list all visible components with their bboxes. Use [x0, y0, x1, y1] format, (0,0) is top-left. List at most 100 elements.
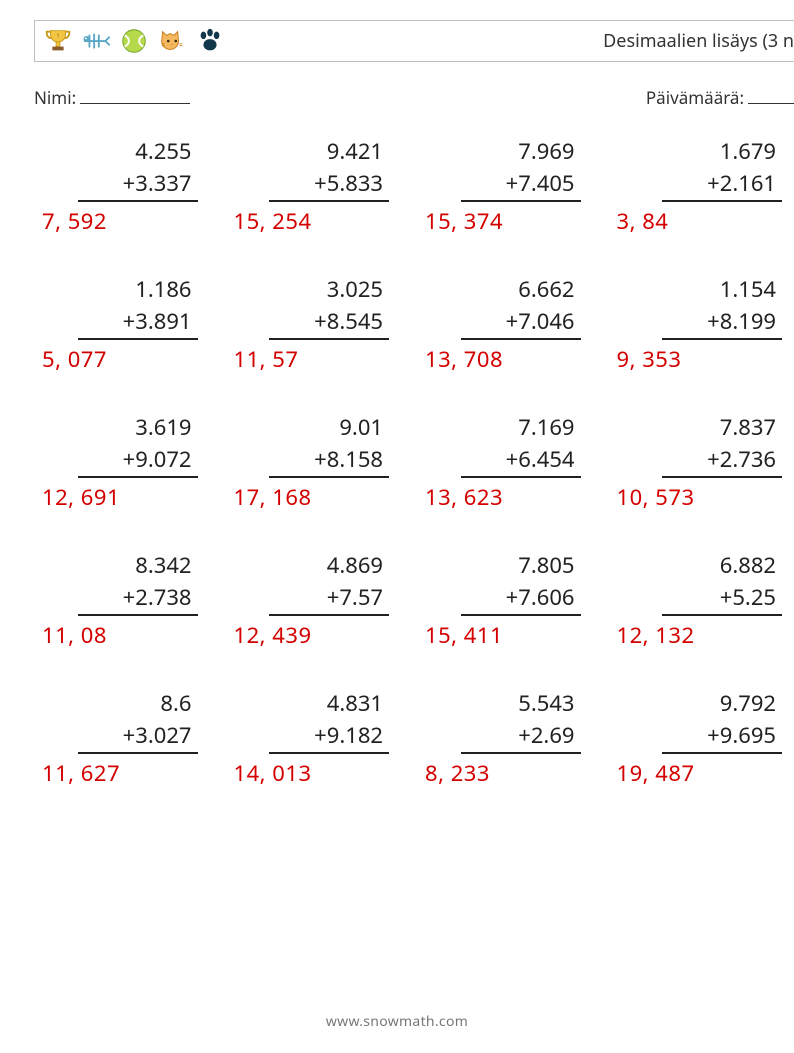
- answer: 8, 233: [421, 758, 599, 788]
- answer: 12, 439: [230, 620, 408, 650]
- name-label: Nimi:: [34, 86, 76, 109]
- addend-bottom: +7.57: [269, 582, 389, 616]
- problem: 6.662+7.046 13, 708: [421, 274, 599, 374]
- answer: 7, 592: [38, 206, 216, 236]
- problem-stack: 1.679+2.161: [662, 136, 782, 202]
- problem: 5.543+2.69 8, 233: [421, 688, 599, 788]
- problem-stack: 7.169+6.454: [461, 412, 581, 478]
- addend-bottom: +3.337: [78, 168, 198, 202]
- answer: 5, 077: [38, 344, 216, 374]
- fishbone-icon: [79, 24, 113, 58]
- trophy-icon: 1: [41, 24, 75, 58]
- answer: 11, 57: [230, 344, 408, 374]
- problem-stack: 4.831+9.182: [269, 688, 389, 754]
- answer: 9, 353: [613, 344, 791, 374]
- problem-stack: 3.619+9.072: [78, 412, 198, 478]
- addend-top: 4.255: [78, 136, 198, 166]
- problem: 7.169+6.454 13, 623: [421, 412, 599, 512]
- meta-row: Nimi: Päivämäärä:: [34, 86, 794, 109]
- answer: 11, 08: [38, 620, 216, 650]
- addend-top: 8.342: [78, 550, 198, 580]
- addend-top: 6.882: [662, 550, 782, 580]
- addend-top: 4.869: [269, 550, 389, 580]
- addend-top: 7.837: [662, 412, 782, 442]
- name-blank[interactable]: [80, 89, 190, 104]
- date-field: Päivämäärä:: [646, 86, 794, 109]
- addend-top: 7.969: [461, 136, 581, 166]
- addend-bottom: +7.046: [461, 306, 581, 340]
- addend-top: 5.543: [461, 688, 581, 718]
- addend-top: 1.679: [662, 136, 782, 166]
- problems-grid: 4.255+3.337 7, 592 9.421+5.833 15, 254 7.969…: [38, 136, 790, 788]
- addend-bottom: +8.199: [662, 306, 782, 340]
- tennis-ball-icon: [117, 24, 151, 58]
- addend-top: 7.169: [461, 412, 581, 442]
- answer: 11, 627: [38, 758, 216, 788]
- name-field: Nimi:: [34, 86, 190, 109]
- addend-top: 9.01: [269, 412, 389, 442]
- addend-bottom: +2.69: [461, 720, 581, 754]
- problem: 9.01+8.158 17, 168: [230, 412, 408, 512]
- problem: 1.679+2.161 3, 84: [613, 136, 791, 236]
- problem-stack: 9.01+8.158: [269, 412, 389, 478]
- addend-top: 3.025: [269, 274, 389, 304]
- addend-bottom: +9.072: [78, 444, 198, 478]
- answer: 13, 708: [421, 344, 599, 374]
- addend-bottom: +5.833: [269, 168, 389, 202]
- addend-bottom: +5.25: [662, 582, 782, 616]
- problem: 1.154+8.199 9, 353: [613, 274, 791, 374]
- addend-bottom: +2.161: [662, 168, 782, 202]
- problem: 7.969+7.405 15, 374: [421, 136, 599, 236]
- addend-bottom: +2.736: [662, 444, 782, 478]
- date-blank[interactable]: [748, 89, 794, 104]
- addend-top: 9.792: [662, 688, 782, 718]
- addend-bottom: +8.545: [269, 306, 389, 340]
- addend-bottom: +6.454: [461, 444, 581, 478]
- problem-stack: 8.6+3.027: [78, 688, 198, 754]
- problem: 8.6+3.027 11, 627: [38, 688, 216, 788]
- answer: 3, 84: [613, 206, 791, 236]
- problem: 9.421+5.833 15, 254: [230, 136, 408, 236]
- problem-stack: 6.662+7.046: [461, 274, 581, 340]
- problem: 9.792+9.695 19, 487: [613, 688, 791, 788]
- addend-bottom: +9.695: [662, 720, 782, 754]
- problem-stack: 7.837+2.736: [662, 412, 782, 478]
- addend-top: 6.662: [461, 274, 581, 304]
- answer: 15, 411: [421, 620, 599, 650]
- worksheet-page: 1: [0, 0, 794, 1053]
- answer: 14, 013: [230, 758, 408, 788]
- problem: 7.837+2.73610, 573: [613, 412, 791, 512]
- date-label: Päivämäärä:: [646, 86, 744, 109]
- answer: 15, 254: [230, 206, 408, 236]
- problem-stack: 3.025+8.545: [269, 274, 389, 340]
- answer: 19, 487: [613, 758, 791, 788]
- answer: 12, 691: [38, 482, 216, 512]
- answer: 17, 168: [230, 482, 408, 512]
- addend-bottom: +7.606: [461, 582, 581, 616]
- problem-stack: 8.342+2.738: [78, 550, 198, 616]
- problem: 3.619+9.072 12, 691: [38, 412, 216, 512]
- problem: 1.186+3.891 5, 077: [38, 274, 216, 374]
- problem-stack: 4.255+3.337: [78, 136, 198, 202]
- problem-stack: 7.969+7.405: [461, 136, 581, 202]
- paw-print-icon: [193, 24, 227, 58]
- addend-bottom: +8.158: [269, 444, 389, 478]
- problem: 4.255+3.337 7, 592: [38, 136, 216, 236]
- problem-stack: 7.805+7.606: [461, 550, 581, 616]
- footer-url: www.snowmath.com: [0, 1012, 794, 1031]
- problem-stack: 6.882+5.25: [662, 550, 782, 616]
- problem: 4.831+9.182 14, 013: [230, 688, 408, 788]
- addend-bottom: +2.738: [78, 582, 198, 616]
- addend-top: 7.805: [461, 550, 581, 580]
- addend-bottom: +3.027: [78, 720, 198, 754]
- answer: 13, 623: [421, 482, 599, 512]
- problem-stack: 9.792+9.695: [662, 688, 782, 754]
- problem-stack: 1.154+8.199: [662, 274, 782, 340]
- addend-bottom: +9.182: [269, 720, 389, 754]
- answer: 15, 374: [421, 206, 599, 236]
- problem-stack: 9.421+5.833: [269, 136, 389, 202]
- addend-top: 3.619: [78, 412, 198, 442]
- header-icons: 1: [41, 24, 227, 58]
- svg-text:1: 1: [56, 31, 59, 39]
- problem-stack: 1.186+3.891: [78, 274, 198, 340]
